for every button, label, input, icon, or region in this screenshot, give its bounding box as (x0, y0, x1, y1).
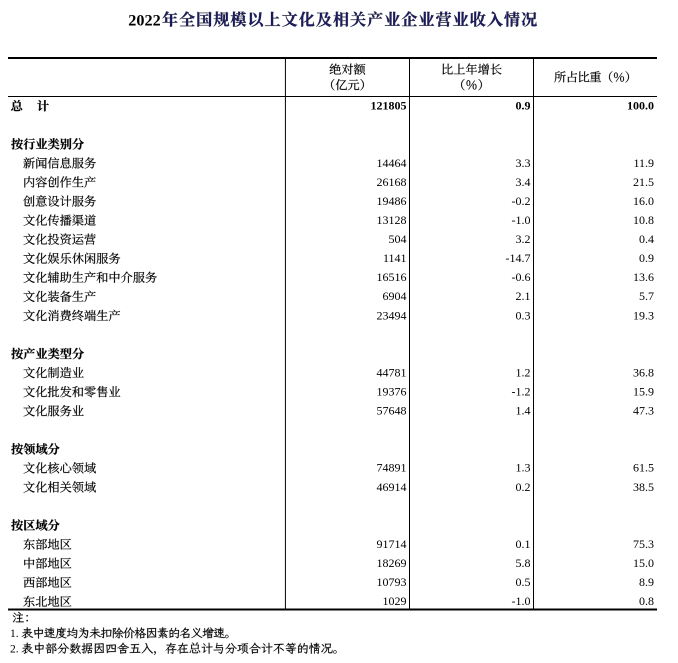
svg-text:1.4: 1.4 (516, 404, 531, 418)
svg-text:0.1: 0.1 (516, 537, 531, 551)
svg-text:11.9: 11.9 (633, 156, 654, 170)
svg-text:19376: 19376 (377, 385, 407, 399)
svg-text:19.3: 19.3 (633, 308, 654, 322)
svg-text:-0.6: -0.6 (512, 270, 531, 284)
svg-text:2.: 2. (10, 644, 19, 656)
svg-text:47.3: 47.3 (633, 404, 654, 418)
svg-text:0.4: 0.4 (639, 232, 654, 246)
svg-text:14464: 14464 (377, 156, 407, 170)
svg-text:0.8: 0.8 (639, 594, 654, 608)
svg-text:100.0: 100.0 (627, 99, 654, 113)
svg-text:121805: 121805 (371, 99, 407, 113)
svg-text:19486: 19486 (377, 194, 407, 208)
svg-text:16516: 16516 (377, 270, 407, 284)
svg-text:-1.2: -1.2 (512, 385, 531, 399)
svg-text:15.0: 15.0 (633, 556, 654, 570)
svg-text:13128: 13128 (377, 213, 407, 227)
svg-text:21.5: 21.5 (633, 175, 654, 189)
svg-text:23494: 23494 (377, 308, 407, 322)
svg-text:15.9: 15.9 (633, 385, 654, 399)
svg-text:36.8: 36.8 (633, 365, 654, 379)
svg-text:5.7: 5.7 (639, 289, 654, 303)
svg-text:-14.7: -14.7 (506, 251, 531, 265)
svg-text:13.6: 13.6 (633, 270, 654, 284)
svg-text:1.3: 1.3 (516, 461, 531, 475)
svg-text:504: 504 (389, 232, 407, 246)
svg-text:75.3: 75.3 (633, 537, 654, 551)
svg-text:38.5: 38.5 (633, 480, 654, 494)
svg-text:-1.0: -1.0 (512, 594, 531, 608)
svg-text:74891: 74891 (377, 461, 407, 475)
svg-text:0.2: 0.2 (516, 480, 531, 494)
svg-text:46914: 46914 (377, 480, 407, 494)
svg-text:5.8: 5.8 (516, 556, 531, 570)
svg-text:10.8: 10.8 (633, 213, 654, 227)
svg-text:1029: 1029 (383, 594, 407, 608)
svg-text:1.: 1. (10, 628, 19, 640)
svg-text:61.5: 61.5 (633, 461, 654, 475)
svg-text:26168: 26168 (377, 175, 407, 189)
svg-text:0.3: 0.3 (516, 308, 531, 322)
svg-text:3.3: 3.3 (516, 156, 531, 170)
svg-text:0.5: 0.5 (516, 575, 531, 589)
svg-text:0.9: 0.9 (639, 251, 654, 265)
svg-text:-0.2: -0.2 (512, 194, 531, 208)
svg-text:2022: 2022 (128, 11, 160, 29)
svg-text:0.9: 0.9 (516, 99, 531, 113)
svg-text:1141: 1141 (383, 251, 407, 265)
svg-text:2.1: 2.1 (516, 289, 531, 303)
svg-text:10793: 10793 (377, 575, 407, 589)
svg-text:44781: 44781 (377, 365, 407, 379)
svg-text:18269: 18269 (377, 556, 407, 570)
svg-text:3.2: 3.2 (516, 232, 531, 246)
svg-text:8.9: 8.9 (639, 575, 654, 589)
svg-text:16.0: 16.0 (633, 194, 654, 208)
svg-text:3.4: 3.4 (516, 175, 531, 189)
svg-text:1.2: 1.2 (516, 365, 531, 379)
svg-text:57648: 57648 (377, 404, 407, 418)
svg-text:91714: 91714 (377, 537, 407, 551)
svg-text:-1.0: -1.0 (512, 213, 531, 227)
svg-text:6904: 6904 (383, 289, 407, 303)
